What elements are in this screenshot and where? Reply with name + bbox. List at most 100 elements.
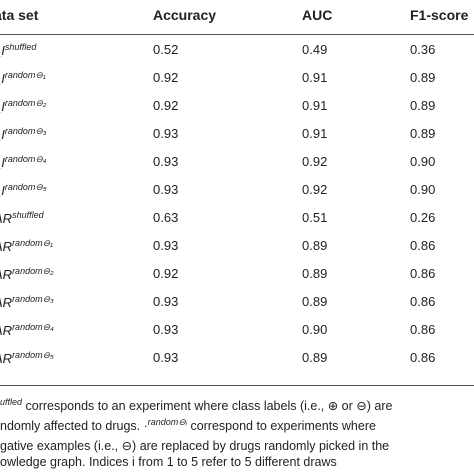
cell-f1-score: 0.86 — [410, 238, 436, 253]
dataset-superscript: random⊖₅ — [4, 182, 47, 192]
table-row: ARrandom⊖₂ 0.92 0.89 0.86 — [0, 260, 474, 288]
cell-auc: 0.90 — [302, 322, 328, 337]
dataset-superscript: random⊖₄ — [4, 154, 47, 164]
cell-dataset: ARrandom⊖₁ — [0, 238, 53, 254]
cell-f1-score: 0.36 — [410, 42, 436, 57]
cell-auc: 0.89 — [302, 266, 328, 281]
cell-auc: 0.89 — [302, 294, 328, 309]
table-row: _Irandom⊖₁ 0.92 0.91 0.89 — [0, 64, 474, 92]
dataset-name: _I — [0, 99, 5, 114]
dataset-superscript: shuffled — [12, 210, 44, 220]
cell-dataset: _Irandom⊖₅ — [0, 182, 47, 198]
footnote-line-1: uffled corresponds to an experiment wher… — [0, 392, 474, 413]
header-f1-score: F1-score — [410, 7, 469, 23]
cell-accuracy: 0.92 — [153, 70, 179, 85]
table-row: ARrandom⊖₁ 0.93 0.89 0.86 — [0, 232, 474, 260]
cell-f1-score: 0.89 — [410, 70, 436, 85]
table-row: _Irandom⊖₄ 0.93 0.92 0.90 — [0, 148, 474, 176]
footnote-text-3b: are replaced by drugs randomly picked in… — [136, 439, 390, 453]
dataset-name: _I — [0, 155, 5, 170]
cell-auc: 0.91 — [302, 98, 328, 113]
dataset-name: _I — [0, 183, 5, 198]
cell-dataset: ARrandom⊖₅ — [0, 350, 54, 366]
cell-dataset: _Irandom⊖₁ — [0, 70, 46, 86]
dataset-superscript: shuffled — [4, 42, 37, 52]
cell-accuracy: 0.93 — [153, 154, 179, 169]
footnote-text-2a: ndomly affected to drugs. · — [0, 419, 148, 433]
footnote-line-3: gative examples (i.e., ⊖) are replaced b… — [0, 432, 474, 453]
cell-accuracy: 0.93 — [153, 294, 179, 309]
table-row: ARshuffled 0.63 0.51 0.26 — [0, 204, 474, 232]
dataset-superscript: random⊖₅ — [12, 350, 54, 360]
dataset-name: _I — [0, 127, 5, 142]
cell-auc: 0.91 — [302, 70, 328, 85]
cell-dataset: ARrandom⊖₃ — [0, 294, 54, 310]
header-accuracy: Accuracy — [153, 7, 217, 23]
dataset-name: AR — [0, 211, 13, 226]
table-row: ARrandom⊖₄ 0.93 0.90 0.86 — [0, 316, 474, 344]
dataset-name: AR — [0, 295, 13, 310]
table-bottom-rule — [0, 385, 474, 386]
cell-f1-score: 0.86 — [410, 294, 436, 309]
dataset-superscript: random⊖₃ — [12, 294, 54, 304]
cell-accuracy: 0.93 — [153, 322, 179, 337]
cell-accuracy: 0.93 — [153, 238, 179, 253]
cell-accuracy: 0.92 — [153, 98, 179, 113]
footnote-text-2b: correspond to experiments where — [186, 419, 376, 433]
cell-accuracy: 0.63 — [153, 210, 179, 225]
dataset-superscript: random⊖₁ — [12, 238, 53, 248]
table-row: _Irandom⊖₅ 0.93 0.92 0.90 — [0, 176, 474, 204]
footnote-text-3a: gative examples (i.e., ⊖) — [0, 439, 137, 453]
header-auc: AUC — [302, 7, 333, 23]
table-row: ARrandom⊖₅ 0.93 0.89 0.86 — [0, 344, 474, 372]
dataset-name: AR — [0, 267, 13, 282]
cell-accuracy: 0.92 — [153, 266, 179, 281]
table-row: _Ishuffled 0.52 0.49 0.36 — [0, 36, 474, 64]
footnote-line-4: owledge graph. Indices i from 1 to 5 ref… — [0, 452, 474, 472]
cell-dataset: ARshuffled — [0, 210, 44, 226]
cell-dataset: ARrandom⊖₂ — [0, 266, 54, 282]
footnote-sup-random: random⊖ᵢ — [147, 417, 187, 427]
cell-f1-score: 0.86 — [410, 266, 436, 281]
cell-f1-score: 0.90 — [410, 154, 436, 169]
dataset-superscript: random⊖₄ — [12, 322, 54, 332]
table-body: _Ishuffled0.520.490.36_Irandom⊖₁0.920.91… — [0, 36, 474, 372]
dataset-name: AR — [0, 323, 13, 338]
cell-auc: 0.51 — [302, 210, 328, 225]
cell-auc: 0.92 — [302, 154, 328, 169]
cell-f1-score: 0.90 — [410, 182, 436, 197]
dataset-name: AR — [0, 351, 13, 366]
cell-auc: 0.91 — [302, 126, 328, 141]
dataset-name: _I — [0, 43, 5, 58]
cell-f1-score: 0.86 — [410, 322, 436, 337]
cell-dataset: ARrandom⊖₄ — [0, 322, 54, 338]
footnote-text-4: owledge graph. Indices i from 1 to 5 ref… — [0, 455, 337, 469]
cell-auc: 0.89 — [302, 350, 328, 365]
cell-auc: 0.92 — [302, 182, 328, 197]
cell-f1-score: 0.89 — [410, 98, 436, 113]
cell-f1-score: 0.26 — [410, 210, 436, 225]
cell-dataset: _Irandom⊖₃ — [0, 126, 46, 142]
cell-accuracy: 0.93 — [153, 126, 179, 141]
cell-dataset: _Ishuffled — [0, 42, 36, 58]
cell-auc: 0.49 — [302, 42, 328, 57]
footnote-line-2: ndomly affected to drugs. ·random⊖ᵢ corr… — [0, 412, 474, 433]
header-dataset: ata set — [0, 7, 39, 23]
footnote-sup-shuffled: uffled — [0, 397, 23, 407]
table-header-row: ata set Accuracy AUC F1-score — [0, 0, 474, 35]
table-row: _Irandom⊖₂ 0.92 0.91 0.89 — [0, 92, 474, 120]
dataset-superscript: random⊖₃ — [4, 126, 47, 136]
dataset-name: AR — [0, 239, 13, 254]
cell-accuracy: 0.93 — [153, 350, 179, 365]
footnote-text-1: corresponds to an experiment where class… — [22, 399, 393, 413]
dataset-superscript: random⊖₂ — [4, 98, 47, 108]
cell-f1-score: 0.86 — [410, 350, 436, 365]
table-footnote: uffled corresponds to an experiment wher… — [0, 392, 474, 472]
cell-dataset: _Irandom⊖₄ — [0, 154, 47, 170]
cell-accuracy: 0.93 — [153, 182, 179, 197]
table-row: _Irandom⊖₃ 0.93 0.91 0.89 — [0, 120, 474, 148]
dataset-superscript: random⊖₁ — [4, 70, 46, 80]
dataset-name: _I — [0, 71, 5, 86]
table-row: ARrandom⊖₃ 0.93 0.89 0.86 — [0, 288, 474, 316]
